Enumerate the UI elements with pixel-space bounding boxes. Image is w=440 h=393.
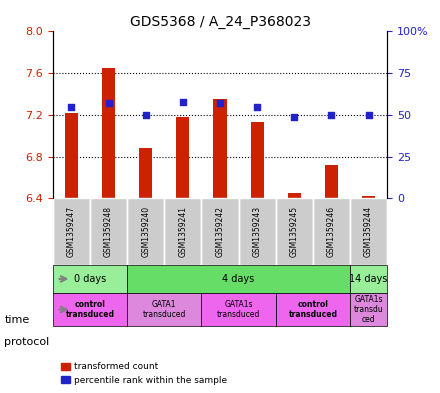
Text: GSM1359243: GSM1359243 — [253, 206, 262, 257]
FancyBboxPatch shape — [276, 293, 350, 326]
Point — [328, 112, 335, 118]
Legend: transformed count, percentile rank within the sample: transformed count, percentile rank withi… — [57, 359, 230, 389]
Point — [365, 112, 372, 118]
Text: 0 days: 0 days — [74, 274, 106, 284]
Point — [142, 112, 149, 118]
Bar — [325, 165, 338, 198]
Text: GSM1359245: GSM1359245 — [290, 206, 299, 257]
Point — [180, 98, 187, 105]
Text: protocol: protocol — [4, 337, 50, 347]
Text: GATA1s
transdu
ced: GATA1s transdu ced — [354, 295, 384, 324]
FancyBboxPatch shape — [202, 293, 276, 326]
FancyBboxPatch shape — [313, 198, 350, 265]
Text: GATA1
transduced: GATA1 transduced — [143, 300, 186, 319]
Text: time: time — [4, 315, 29, 325]
FancyBboxPatch shape — [350, 293, 387, 326]
FancyBboxPatch shape — [90, 198, 127, 265]
FancyBboxPatch shape — [127, 293, 202, 326]
FancyBboxPatch shape — [127, 198, 164, 265]
Point — [216, 100, 224, 107]
FancyBboxPatch shape — [238, 198, 276, 265]
Text: GSM1359244: GSM1359244 — [364, 206, 373, 257]
Text: 4 days: 4 days — [223, 274, 255, 284]
FancyBboxPatch shape — [202, 198, 238, 265]
Text: control
transduced: control transduced — [66, 300, 114, 319]
Point — [105, 100, 112, 107]
FancyBboxPatch shape — [350, 198, 387, 265]
Bar — [139, 148, 152, 198]
FancyBboxPatch shape — [164, 198, 202, 265]
Bar — [65, 113, 78, 198]
Text: GSM1359247: GSM1359247 — [67, 206, 76, 257]
Bar — [102, 68, 115, 198]
Point — [291, 114, 298, 120]
Bar — [251, 122, 264, 198]
Text: GSM1359241: GSM1359241 — [178, 206, 187, 257]
Bar — [176, 117, 189, 198]
Point — [68, 103, 75, 110]
Title: GDS5368 / A_24_P368023: GDS5368 / A_24_P368023 — [129, 15, 311, 29]
FancyBboxPatch shape — [276, 198, 313, 265]
FancyBboxPatch shape — [53, 198, 90, 265]
Text: GATA1s
transduced: GATA1s transduced — [217, 300, 260, 319]
FancyBboxPatch shape — [350, 265, 387, 293]
Bar — [213, 99, 227, 198]
FancyBboxPatch shape — [53, 293, 127, 326]
Text: GSM1359248: GSM1359248 — [104, 206, 113, 257]
Text: control
transduced: control transduced — [288, 300, 337, 319]
Text: GSM1359242: GSM1359242 — [216, 206, 224, 257]
Bar — [362, 196, 375, 198]
Text: GSM1359240: GSM1359240 — [141, 206, 150, 257]
Text: 14 days: 14 days — [349, 274, 388, 284]
Text: GSM1359246: GSM1359246 — [327, 206, 336, 257]
FancyBboxPatch shape — [127, 265, 350, 293]
Bar — [288, 193, 301, 198]
FancyBboxPatch shape — [53, 265, 127, 293]
Point — [253, 103, 260, 110]
